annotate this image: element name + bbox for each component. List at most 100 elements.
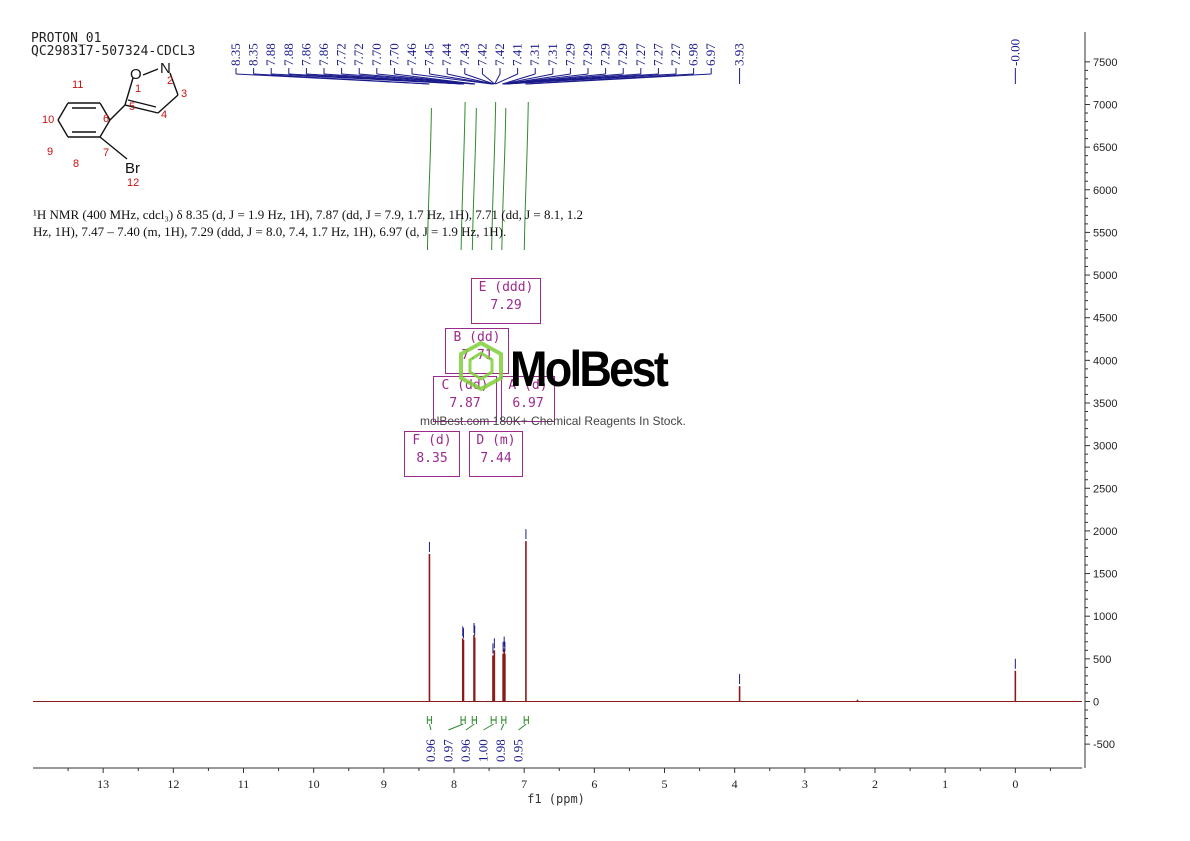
peak-markers: [428, 529, 1016, 685]
y-tick-label: 5500: [1093, 227, 1117, 239]
peak-label: 8.35: [246, 43, 261, 66]
peak-label-connector: [394, 73, 476, 85]
integral-curve: [523, 101, 529, 251]
peak-label: 7.45: [422, 43, 437, 66]
multiplet-value: 7.87: [449, 396, 481, 411]
peak-label-connector: [253, 73, 430, 85]
y-tick-label: 500: [1093, 654, 1111, 666]
oxygen-atom: O: [130, 66, 142, 83]
atom-number-12: 12: [127, 177, 139, 189]
x-axis-label: f1 (ppm): [527, 792, 585, 806]
y-tick-label: 5000: [1093, 270, 1117, 282]
integral-value: 1.00: [476, 739, 491, 762]
peak-label-connector: [495, 73, 518, 85]
integral-connector: [465, 723, 475, 731]
peak-label: 7.41: [510, 43, 525, 66]
integral-curve: [426, 107, 432, 251]
peak-label: 7.31: [545, 43, 560, 66]
integral-connector: [500, 723, 505, 731]
peak-label: 7.29: [580, 43, 595, 66]
multiplet-label: B (dd): [453, 330, 501, 345]
watermark-subtitle: molBest.com 180K+ Chemical Reagents In S…: [420, 414, 686, 428]
atom-number-8: 8: [73, 158, 79, 170]
multiplet-box-a: A (d) 6.97: [501, 376, 555, 422]
peak-label: 3.93: [732, 43, 747, 66]
peak-label: 7.42: [474, 43, 489, 66]
multiplet-label: C (dd): [441, 378, 489, 393]
peak-label: 7.86: [298, 43, 313, 66]
multiplet-label: D (m): [476, 433, 516, 448]
integral-connector: [483, 723, 494, 731]
x-tick-label: 2: [872, 777, 878, 791]
y-tick-label: 3000: [1093, 441, 1117, 453]
x-tick-label: 8: [451, 777, 457, 791]
x-tick-label: 3: [802, 777, 808, 791]
peak-label: 7.46: [404, 43, 419, 66]
multiplet-label: A (d): [508, 378, 548, 393]
y-tick-label: 3500: [1093, 398, 1117, 410]
integral-curve: [491, 101, 497, 251]
atom-number-10: 10: [42, 114, 54, 126]
peak-label-connector: [494, 73, 501, 85]
peak-label-connector: [464, 73, 495, 85]
spectrum-title: PROTON_01 QC298317-507324-CDCL3: [31, 32, 195, 58]
peak-label: 6.97: [703, 43, 718, 66]
x-tick-label: 9: [381, 777, 387, 791]
multiplet-value: 6.97: [512, 396, 544, 411]
spectrum-trace: [33, 541, 1082, 702]
peak-label: 7.29: [598, 43, 613, 66]
watermark-brand: MolBest: [510, 341, 669, 397]
y-tick-label: 4000: [1093, 355, 1117, 367]
peak-label: 7.86: [316, 43, 331, 66]
multiplet-box-d: D (m) 7.44: [469, 431, 523, 477]
atom-number-9: 9: [47, 146, 53, 158]
peak-label: 7.70: [386, 43, 401, 66]
integral-curves: [426, 101, 529, 251]
peak-label: 7.29: [562, 43, 577, 66]
molbest-logo-icon: [459, 340, 503, 392]
x-tick-label: 0: [1012, 777, 1018, 791]
x-tick-label: 1: [942, 777, 948, 791]
integral-value: 0.95: [511, 739, 526, 762]
atom-number-4: 4: [161, 109, 167, 121]
atom-number-2: 2: [167, 75, 173, 87]
x-tick-label: 10: [308, 777, 320, 791]
peak-label-connector: [502, 73, 553, 85]
integral-connector: [518, 723, 527, 731]
y-axis: -500 0 500 1000 1500 2000 2500 3000 3500 4000 4500…: [1084, 32, 1117, 768]
multiplet-box-f: F (d) 8.35: [404, 431, 460, 477]
integral-connector: [448, 723, 464, 731]
peak-label: -0.00: [1007, 39, 1022, 66]
x-tick-label: 11: [238, 777, 250, 791]
integral-marks: 0.96 0.97 0.96 1.00 0.98 0.95: [423, 716, 529, 762]
peak-label: 7.42: [492, 43, 507, 66]
integral-curve: [501, 107, 507, 251]
multiplet-label: F (d): [412, 433, 452, 448]
multiplet-label: E (ddd): [478, 280, 534, 295]
y-tick-label: 4500: [1093, 313, 1117, 325]
integral-value: 0.98: [493, 739, 508, 762]
peak-label: 7.44: [439, 43, 454, 66]
x-tick-label: 6: [591, 777, 597, 791]
x-tick-label: 4: [732, 777, 738, 791]
y-tick-label: 6500: [1093, 142, 1117, 154]
x-tick-label: 13: [97, 777, 109, 791]
experiment-name: PROTON_01: [31, 31, 102, 46]
x-tick-label: 12: [167, 777, 179, 791]
peak-label-connector: [482, 73, 496, 85]
peak-label-connector: [502, 73, 536, 85]
peak-label: 7.27: [668, 43, 683, 66]
peak-label-connector: [447, 73, 494, 85]
peak-label: 7.72: [351, 43, 366, 66]
peak-label: 7.72: [334, 43, 349, 66]
atom-number-6: 6: [103, 113, 109, 125]
x-axis: 13 12 11 10 9 8 7 6 5 4 3 2 1 0: [33, 767, 1082, 791]
sample-id: QC298317-507324-CDCL3: [31, 44, 196, 59]
integral-curve: [471, 107, 477, 251]
multiplet-box-c: C (dd) 7.87: [433, 376, 497, 422]
peak-label-connector: [505, 73, 677, 85]
peak-label-connector: [323, 73, 464, 85]
x-tick-label: 7: [521, 777, 527, 791]
atom-number-7: 7: [103, 147, 109, 159]
nitrogen-atom: N: [160, 60, 171, 77]
